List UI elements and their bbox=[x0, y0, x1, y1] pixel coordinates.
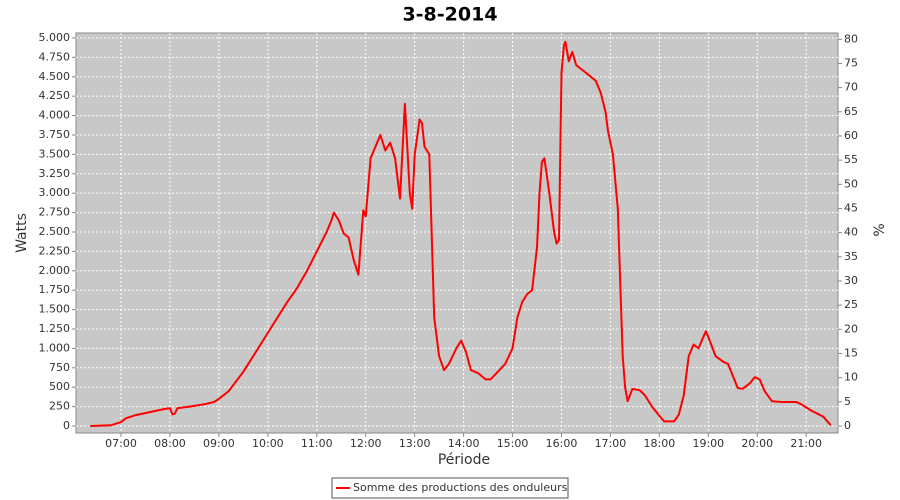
y2-tick-label: 60 bbox=[844, 129, 858, 142]
y-tick-label: 2.000 bbox=[39, 264, 71, 277]
x-tick-label: 21:00 bbox=[790, 437, 822, 450]
x-tick-label: 12:00 bbox=[350, 437, 382, 450]
y2-tick-label: 70 bbox=[844, 81, 858, 94]
y2-tick-label: 55 bbox=[844, 153, 858, 166]
y-tick-label: 4.250 bbox=[39, 89, 71, 102]
y-axis-label: Watts bbox=[14, 213, 30, 253]
y2-tick-label: 75 bbox=[844, 56, 858, 69]
x-tick-label: 18:00 bbox=[644, 437, 676, 450]
y2-tick-label: 35 bbox=[844, 250, 858, 263]
y-tick-label: 4.750 bbox=[39, 50, 71, 63]
y2-tick-label: 30 bbox=[844, 274, 858, 287]
x-tick-label: 19:00 bbox=[692, 437, 724, 450]
y2-tick-label: 0 bbox=[844, 419, 851, 432]
y-tick-label: 3.750 bbox=[39, 128, 71, 141]
x-tick-label: 14:00 bbox=[448, 437, 480, 450]
x-tick-label: 08:00 bbox=[154, 437, 186, 450]
y-tick-label: 3.000 bbox=[39, 186, 71, 199]
y-tick-label: 4.000 bbox=[39, 109, 71, 122]
y-tick-label: 500 bbox=[49, 380, 70, 393]
y2-tick-label: 40 bbox=[844, 226, 858, 239]
legend-label: Somme des productions des onduleurs bbox=[353, 481, 568, 494]
y2-tick-label: 80 bbox=[844, 32, 858, 45]
legend-box bbox=[331, 477, 569, 499]
y-tick-label: 2.750 bbox=[39, 206, 71, 219]
y2-tick-label: 25 bbox=[844, 298, 858, 311]
y2-tick-label: 10 bbox=[844, 371, 858, 384]
x-tick-label: 16:00 bbox=[546, 437, 578, 450]
y-tick-label: 1.000 bbox=[39, 341, 71, 354]
x-tick-label: 10:00 bbox=[252, 437, 284, 450]
x-tick-label: 07:00 bbox=[105, 437, 137, 450]
x-tick-label: 11:00 bbox=[301, 437, 333, 450]
y2-tick-label: 45 bbox=[844, 201, 858, 214]
y2-tick-label: 15 bbox=[844, 346, 858, 359]
x-tick-label: 20:00 bbox=[741, 437, 773, 450]
y2-tick-label: 20 bbox=[844, 322, 858, 335]
chart-title: 3-8-2014 bbox=[402, 4, 497, 26]
y-tick-label: 2.500 bbox=[39, 225, 71, 238]
y-tick-label: 3.250 bbox=[39, 167, 71, 180]
y2-tick-label: 50 bbox=[844, 177, 858, 190]
y2-tick-label: 65 bbox=[844, 105, 858, 118]
x-tick-label: 17:00 bbox=[595, 437, 627, 450]
y2-axis-label: % bbox=[872, 223, 888, 236]
data-line bbox=[90, 40, 832, 427]
y-tick-label: 2.250 bbox=[39, 244, 71, 257]
x-axis-label: Période bbox=[438, 452, 490, 468]
y2-tick-label: 5 bbox=[844, 395, 851, 408]
y-tick-label: 5.000 bbox=[39, 31, 71, 44]
y-tick-label: 1.500 bbox=[39, 303, 71, 316]
plot-area bbox=[75, 32, 839, 434]
y-tick-label: 4.500 bbox=[39, 70, 71, 83]
x-tick-label: 15:00 bbox=[497, 437, 529, 450]
y-tick-label: 750 bbox=[49, 361, 70, 374]
y-tick-label: 3.500 bbox=[39, 147, 71, 160]
y-tick-label: 0 bbox=[63, 419, 70, 432]
x-tick-label: 09:00 bbox=[203, 437, 235, 450]
x-tick-label: 13:00 bbox=[399, 437, 431, 450]
y-tick-label: 1.250 bbox=[39, 322, 71, 335]
y-tick-label: 1.750 bbox=[39, 283, 71, 296]
y-tick-label: 250 bbox=[49, 400, 70, 413]
